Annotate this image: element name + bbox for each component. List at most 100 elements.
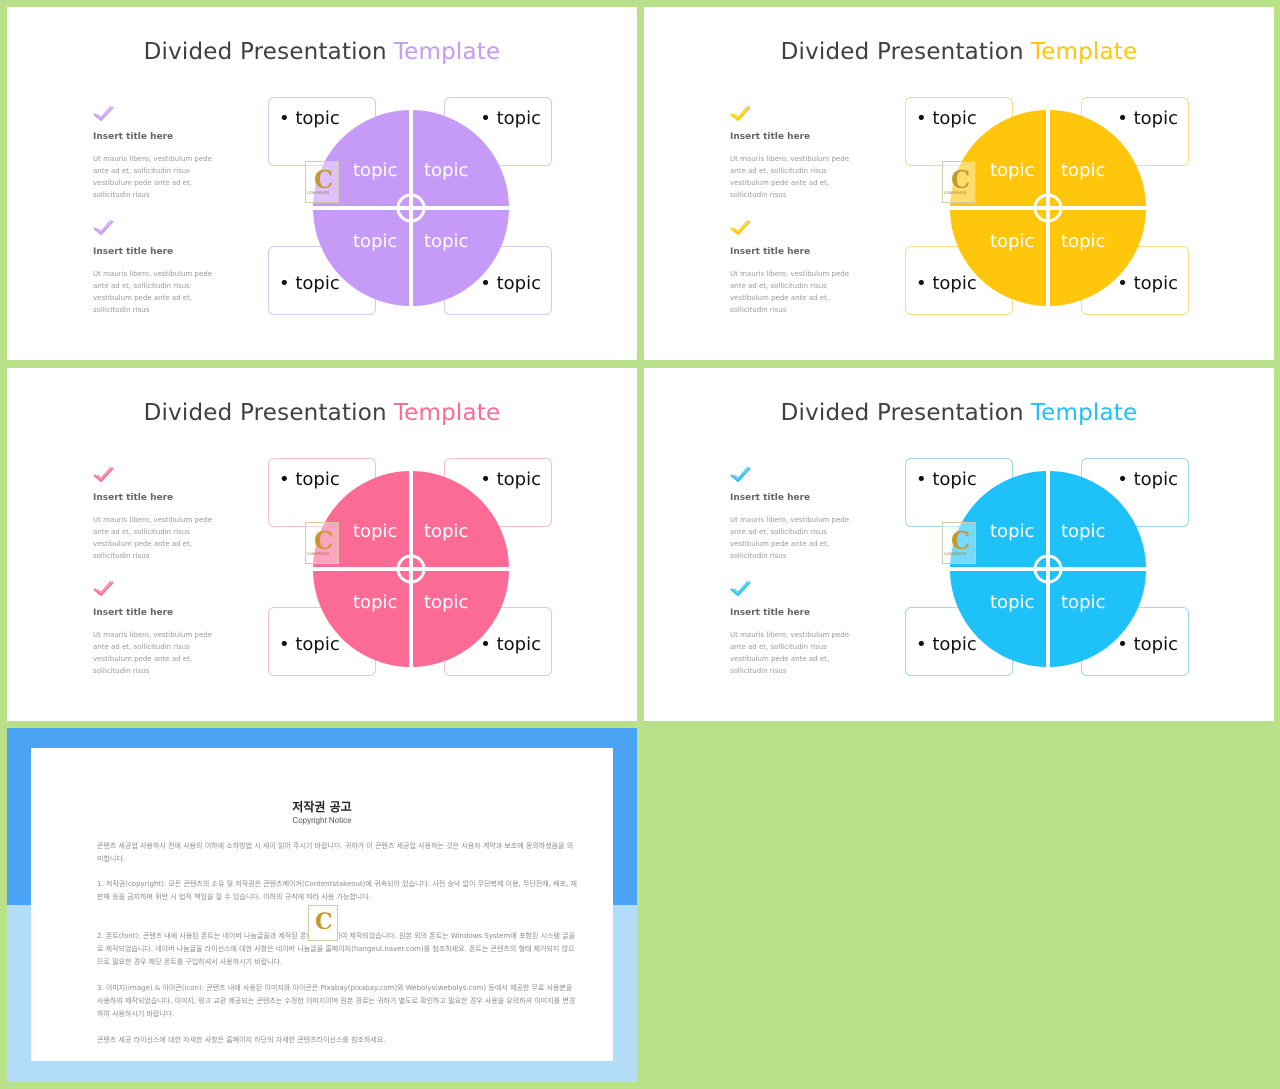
- check-icon: [730, 105, 751, 122]
- topic-box-label: topic: [1117, 469, 1178, 490]
- check-icon: [730, 580, 751, 597]
- topic-box-bottom-left: topic: [268, 246, 376, 315]
- title-accent: Template: [393, 39, 501, 65]
- quadrant-top-right: [1050, 471, 1146, 567]
- quadrant-bottom-left: [950, 210, 1046, 306]
- slide-title: Divided Presentation Template: [7, 39, 637, 65]
- copyright-paragraph: 3. 이미지(image) & 아이콘(icon): 콘텐츠 내에 사용된 이미…: [97, 984, 576, 1018]
- slide-blue: Divided Presentation Template Insert titl…: [644, 368, 1274, 721]
- divided-circle: [313, 471, 509, 667]
- copyright-paragraph: 1. 저작권(copyright): 모든 콘텐츠의 소유 및 저작권은 콘텐츠…: [97, 880, 577, 901]
- item-body: Ut mauris libero, vestibulum pede ante a…: [730, 516, 850, 560]
- item-body: Ut mauris libero, vestibulum pede ante a…: [93, 516, 213, 560]
- topic-box-label: topic: [1117, 108, 1178, 129]
- item-body: Ut mauris libero, vestibulum pede ante a…: [730, 270, 850, 314]
- item-title: Insert title here: [93, 608, 174, 618]
- watermark-logo: C CONTENTS: [305, 522, 339, 564]
- quadrant-bottom-right: [1050, 210, 1146, 306]
- topic-box-label: topic: [480, 634, 541, 655]
- topic-box-label: topic: [916, 108, 976, 129]
- quadrant-top-right: [1050, 110, 1146, 206]
- topic-box-label: topic: [916, 273, 976, 294]
- quadrant-top-left: [950, 471, 1046, 567]
- slide-pink: Divided Presentation Template Insert titl…: [7, 368, 637, 721]
- slide-purple: Divided Presentation Template Insert titl…: [7, 7, 637, 360]
- check-icon: [93, 219, 114, 236]
- copyright-card: 저작권 공고 Copyright Notice 콘텐츠 세공업 사용하시 전에 …: [31, 748, 613, 1061]
- watermark-logo: C CONTENTS: [942, 161, 976, 203]
- title-accent: Template: [1030, 39, 1138, 65]
- title-main: Divided Presentation: [780, 39, 1024, 65]
- item-body: Ut mauris libero, vestibulum pede ante a…: [730, 155, 850, 199]
- topic-box-label: topic: [916, 634, 976, 655]
- watermark-logo: C: [308, 905, 338, 941]
- slide-title: Divided Presentation Template: [7, 400, 637, 426]
- item-title: Insert title here: [93, 132, 174, 142]
- item-body: Ut mauris libero, vestibulum pede ante a…: [93, 155, 213, 199]
- quadrant-label: topic: [1061, 231, 1106, 252]
- topic-box-label: topic: [480, 273, 541, 294]
- topic-box-label: topic: [916, 469, 976, 490]
- topic-box-label: topic: [279, 108, 339, 129]
- center-ring: [1033, 193, 1063, 223]
- check-icon: [93, 466, 114, 483]
- quadrant-label: topic: [424, 521, 469, 542]
- item-body: Ut mauris libero, vestibulum pede ante a…: [730, 631, 850, 675]
- topic-box-label: topic: [480, 469, 541, 490]
- watermark-logo: C CONTENTS: [942, 522, 976, 564]
- quadrant-label: topic: [353, 160, 398, 181]
- quadrant-top-right: [413, 471, 509, 567]
- topic-box-label: topic: [480, 108, 541, 129]
- quadrant-top-left: [313, 110, 409, 206]
- title-main: Divided Presentation: [780, 400, 1024, 426]
- slide-yellow: Divided Presentation Template Insert titl…: [644, 7, 1274, 360]
- watermark-logo: C CONTENTS: [305, 161, 339, 203]
- divided-circle: [950, 110, 1146, 306]
- title-accent: Template: [1030, 400, 1138, 426]
- quadrant-label: topic: [1061, 592, 1106, 613]
- quadrant-bottom-left: [313, 210, 409, 306]
- quadrant-label: topic: [990, 160, 1035, 181]
- title-accent: Template: [393, 400, 501, 426]
- item-title: Insert title here: [93, 493, 174, 503]
- check-icon: [93, 580, 114, 597]
- center-ring: [1033, 554, 1063, 584]
- check-icon: [730, 219, 751, 236]
- quadrant-label: topic: [353, 592, 398, 613]
- quadrant-label: topic: [353, 521, 398, 542]
- item-title: Insert title here: [730, 247, 811, 257]
- divided-circle: [313, 110, 509, 306]
- topic-box-label: topic: [279, 469, 339, 490]
- check-icon: [730, 466, 751, 483]
- quadrant-bottom-right: [413, 210, 509, 306]
- quadrant-label: topic: [990, 592, 1035, 613]
- center-ring: [396, 554, 426, 584]
- topic-box-label: topic: [1117, 273, 1178, 294]
- slide-title: Divided Presentation Template: [644, 400, 1274, 426]
- quadrant-label: topic: [990, 231, 1035, 252]
- slide-title: Divided Presentation Template: [644, 39, 1274, 65]
- copyright-paragraph: 콘텐츠 세공업 사용하시 전에 사용의 이하에 소하방법 시 세이 읽어 주시기…: [97, 842, 574, 863]
- quadrant-top-left: [313, 471, 409, 567]
- quadrant-top-right: [413, 110, 509, 206]
- copyright-paragraph: 콘텐츠 세공 라이선스에 대한 자세한 사항은 홈페이지 하단의 자세한 콘텐츠…: [97, 1036, 386, 1044]
- quadrant-label: topic: [990, 521, 1035, 542]
- copyright-slide: 저작권 공고 Copyright Notice 콘텐츠 세공업 사용하시 전에 …: [7, 728, 637, 1082]
- item-body: Ut mauris libero, vestibulum pede ante a…: [93, 270, 213, 314]
- copyright-title: 저작권 공고: [292, 800, 352, 814]
- quadrant-bottom-right: [1050, 571, 1146, 667]
- quadrant-label: topic: [424, 160, 469, 181]
- topic-box-label: topic: [279, 273, 339, 294]
- quadrant-bottom-right: [413, 571, 509, 667]
- quadrant-label: topic: [424, 231, 469, 252]
- center-ring: [396, 193, 426, 223]
- copyright-paragraph: 2. 폰트(font): 콘텐츠 내에 사용된 폰트는 네이버 나눔글꼴과 제작…: [97, 932, 576, 966]
- item-title: Insert title here: [730, 608, 811, 618]
- divided-circle: [950, 471, 1146, 667]
- check-icon: [93, 105, 114, 122]
- quadrant-label: topic: [353, 231, 398, 252]
- quadrant-bottom-left: [313, 571, 409, 667]
- quadrant-label: topic: [1061, 160, 1106, 181]
- quadrant-label: topic: [424, 592, 469, 613]
- quadrant-label: topic: [1061, 521, 1106, 542]
